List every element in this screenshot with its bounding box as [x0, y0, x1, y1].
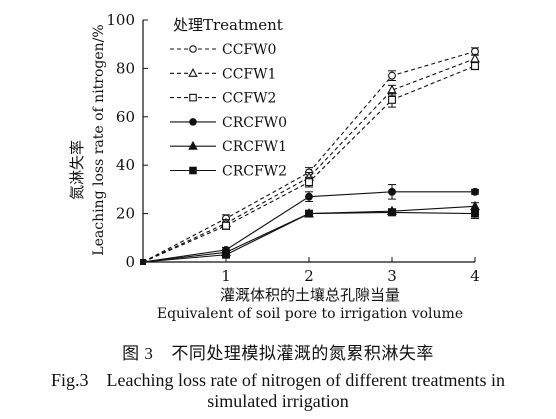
legend-item-crcfw2: CRCFW2	[170, 164, 287, 180]
chart-canvas: 0 20 40 60 80 100 1 2 3 4 处理Treatment CCFW0 CCFW1…	[68, 11, 480, 322]
legend-marker	[189, 166, 197, 175]
series-line	[142, 50, 476, 263]
series-line	[142, 191, 475, 263]
legend-marker	[188, 67, 198, 77]
x-tick-label: 1	[221, 267, 231, 285]
y-tick-label: 60	[116, 108, 135, 126]
legend-item-crcfw1: CRCFW1	[170, 139, 287, 155]
legend-label: CCFW2	[222, 91, 276, 107]
data-point	[471, 187, 479, 196]
legend-marker	[189, 118, 197, 126]
x-tick-label: 4	[470, 267, 480, 285]
series-ccfw1	[140, 53, 480, 265]
data-point	[471, 209, 479, 218]
y-tick-label: 100	[106, 11, 135, 29]
figure-number-cn: 图 3	[122, 344, 154, 363]
y-tick-label: 40	[116, 156, 135, 174]
series-ccfw2	[140, 61, 479, 265]
plot-series-group	[140, 47, 480, 265]
figure-caption-cn-text: 不同处理模拟灌溉的氮累积淋失率	[171, 344, 434, 363]
y-tick-label: 20	[116, 205, 135, 223]
legend-marker	[189, 45, 197, 53]
data-point	[388, 71, 396, 80]
data-point	[388, 187, 396, 196]
legend-item-ccfw1: CCFW1	[170, 66, 276, 82]
x-axis-ticks: 1 2 3 4	[221, 257, 480, 285]
figure-caption-cn: 图 3 不同处理模拟灌溉的氮累积淋失率	[0, 339, 556, 364]
y-axis-label-en: Leaching loss rate of nitrogen/%	[91, 24, 107, 255]
y-tick-label: 80	[116, 59, 135, 77]
chart-axes	[142, 20, 475, 263]
series-crcfw0	[140, 184, 479, 265]
data-point	[305, 209, 313, 218]
legend-label: CRCFW0	[222, 115, 287, 131]
legend-label: CRCFW2	[222, 164, 287, 180]
data-point	[222, 221, 230, 230]
y-axis-label-cn: 氮淋失率	[68, 140, 86, 200]
figure-caption-en-line1: Fig.3 Leaching loss rate of nitrogen of …	[50, 370, 506, 390]
data-point	[305, 178, 313, 187]
legend-item-crcfw0: CRCFW0	[170, 115, 287, 131]
data-point	[471, 62, 479, 70]
legend: 处理Treatment CCFW0CCFW1CCFW2CRCFW0CRCFW1C…	[170, 16, 287, 180]
legend-item-ccfw2: CCFW2	[170, 91, 276, 107]
data-point	[388, 95, 396, 104]
data-point	[388, 208, 396, 217]
x-axis-label-cn: 灌溉体积的土壤总孔隙当量	[220, 286, 400, 304]
data-point	[140, 259, 146, 265]
data-point	[222, 250, 230, 259]
legend-label: CRCFW1	[222, 139, 287, 155]
legend-label: CCFW1	[222, 66, 276, 82]
x-axis-label-en: Equivalent of soil pore to irrigation vo…	[157, 306, 463, 322]
legend-item-ccfw0: CCFW0	[170, 42, 276, 58]
legend-marker	[188, 140, 198, 150]
y-tick-label: 0	[125, 253, 135, 271]
series-line	[142, 58, 476, 263]
x-tick-label: 3	[387, 267, 397, 285]
figure-caption-en-line2: simulated irrigation	[207, 391, 349, 411]
legend-items: CCFW0 CCFW1 CCFW2 CRCFW0 CRCFW1 CRCFW2	[170, 42, 287, 180]
y-axis-ticks: 0 20 40 60 80 100	[106, 11, 148, 271]
series-crcfw2	[140, 208, 479, 265]
legend-marker	[189, 93, 197, 102]
legend-title: 处理Treatment	[173, 16, 283, 34]
x-tick-label: 2	[304, 267, 314, 285]
legend-label: CCFW0	[222, 42, 276, 58]
series-ccfw0	[140, 47, 479, 265]
data-point	[305, 192, 313, 201]
